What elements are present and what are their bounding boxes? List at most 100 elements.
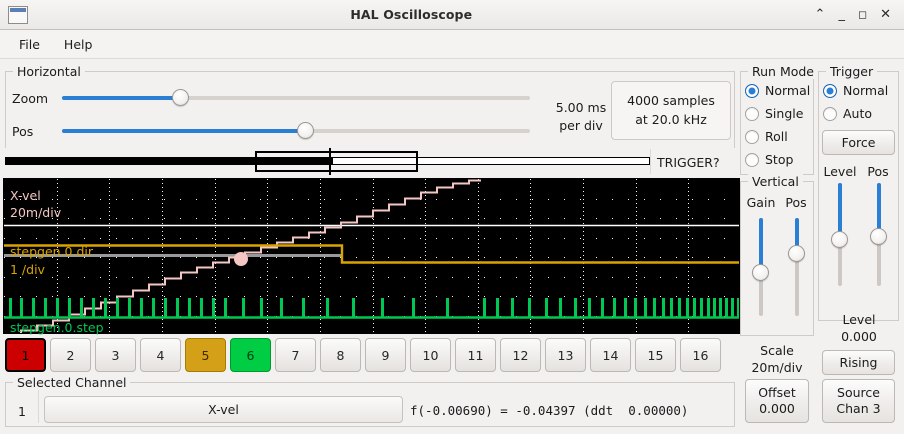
channel-button-2[interactable]: 2	[50, 338, 91, 372]
run-mode-roll-label: Roll	[765, 129, 788, 144]
vertical-pos-knob[interactable]	[788, 245, 805, 262]
minimize-icon[interactable]: _	[838, 7, 845, 22]
overview-captured-region	[5, 157, 332, 165]
run-mode-normal-label: Normal	[765, 83, 811, 98]
selected-channel-number: 1	[18, 404, 26, 419]
trace-stepgen.0.step	[4, 298, 739, 319]
selected-channel-readout: f(-0.00690) = -0.04397 (ddt 0.00000)	[410, 403, 689, 418]
maximize-icon[interactable]: ◻	[857, 8, 868, 21]
channel-button-12[interactable]: 12	[500, 338, 541, 372]
scope-channel-6-name: stepgen.0.step	[10, 320, 104, 335]
channel-button-8[interactable]: 8	[320, 338, 361, 372]
run-mode-normal[interactable]: Normal	[745, 83, 810, 98]
channel-button-11[interactable]: 11	[455, 338, 496, 372]
scope-channel-5-name: stepgen.0.dir	[10, 244, 94, 259]
trigger-auto[interactable]: Auto	[823, 106, 872, 121]
vertical-gain-fill	[759, 218, 763, 272]
vertical-gain-slider[interactable]	[752, 218, 770, 316]
pos-label: Pos	[12, 124, 34, 139]
vertical-gain-knob[interactable]	[752, 264, 769, 281]
channel-button-1[interactable]: 1	[5, 338, 46, 372]
scope-channel-5-scale: 1 /div	[10, 262, 45, 277]
vertical-scale-value: 20m/div	[751, 360, 803, 375]
channel-button-5[interactable]: 5	[185, 338, 226, 372]
radio-dot-icon	[745, 129, 759, 144]
channel-button-9[interactable]: 9	[365, 338, 406, 372]
trigger-group: Trigger	[818, 64, 899, 321]
zoom-slider-fill	[62, 96, 180, 100]
trigger-source-caption: Source	[837, 385, 880, 401]
scope-channel-1-scale: 20m/div	[10, 205, 62, 220]
overview-trigger-tick	[329, 148, 331, 175]
trigger-level-slider[interactable]	[831, 183, 849, 286]
zoom-slider-track[interactable]	[62, 96, 530, 100]
trigger-level-fill	[838, 183, 842, 239]
trigger-edge-button[interactable]: Rising	[822, 350, 895, 375]
channel-button-4[interactable]: 4	[140, 338, 181, 372]
title-bar: HAL Oscilloscope ⌃ _ ◻ ✕	[0, 0, 904, 30]
shade-icon[interactable]: ⌃	[814, 7, 826, 22]
scope-display[interactable]	[3, 178, 740, 334]
radio-dot-icon	[745, 106, 759, 121]
run-mode-stop[interactable]: Stop	[745, 152, 793, 167]
pos-slider-knob[interactable]	[297, 122, 314, 139]
vertical-group: Vertical	[740, 174, 814, 336]
run-mode-single-label: Single	[765, 106, 804, 121]
menu-item-help[interactable]: Help	[63, 36, 93, 52]
overview-remaining-region	[332, 157, 650, 165]
scope-canvas[interactable]	[4, 179, 740, 334]
trigger-source-button[interactable]: Source Chan 3	[822, 379, 895, 423]
zoom-slider[interactable]	[62, 89, 530, 107]
channel-button-14[interactable]: 14	[590, 338, 631, 372]
trigger-level-knob[interactable]	[831, 231, 848, 248]
trigger-pos-slider[interactable]	[870, 183, 888, 286]
force-trigger-button[interactable]: Force	[822, 130, 895, 155]
run-mode-stop-label: Stop	[765, 152, 794, 167]
radio-dot-icon	[745, 152, 759, 167]
channel-button-13[interactable]: 13	[545, 338, 586, 372]
window-title: HAL Oscilloscope	[350, 7, 473, 22]
channel-button-6[interactable]: 6	[230, 338, 271, 372]
overview-divider	[650, 149, 651, 174]
run-mode-single[interactable]: Single	[745, 106, 803, 121]
overview-viewport-handle[interactable]	[255, 151, 418, 172]
radio-dot-icon	[823, 83, 837, 98]
run-mode-roll[interactable]: Roll	[745, 129, 788, 144]
horizontal-overview-bar[interactable]	[5, 148, 735, 175]
vertical-pos-label: Pos	[785, 195, 807, 210]
trigger-group-title: Trigger	[826, 64, 878, 79]
scope-channel-1-name: X-vel	[10, 188, 41, 203]
trigger-auto-label: Auto	[843, 106, 873, 121]
vertical-pos-slider[interactable]	[788, 218, 806, 316]
vertical-pos-track[interactable]	[795, 218, 799, 316]
menu-item-file[interactable]: File	[19, 36, 40, 52]
zoom-label: Zoom	[12, 91, 49, 106]
close-icon[interactable]: ✕	[880, 7, 891, 22]
selected-channel-group-title: Selected Channel	[13, 375, 131, 390]
trigger-pos-knob[interactable]	[870, 228, 887, 245]
vertical-scale-caption: Scale	[760, 343, 794, 358]
run-mode-group: Run Mode	[740, 64, 818, 175]
channel-button-15[interactable]: 15	[635, 338, 676, 372]
pos-slider-fill	[62, 129, 305, 133]
channel-button-16[interactable]: 16	[680, 338, 721, 372]
timebase-readout: 5.00 ms per div	[546, 99, 616, 135]
trigger-pos-fill	[877, 183, 881, 236]
cursor-dot	[234, 252, 248, 266]
trigger-pos-slider-label: Pos	[867, 164, 889, 179]
channel-button-7[interactable]: 7	[275, 338, 316, 372]
vertical-offset-value: 0.000	[759, 401, 795, 416]
trigger-normal[interactable]: Normal	[823, 83, 888, 98]
trigger-status: TRIGGER?	[657, 155, 720, 170]
zoom-slider-knob[interactable]	[172, 89, 189, 106]
channel-button-10[interactable]: 10	[410, 338, 451, 372]
horizontal-group-title: Horizontal	[13, 64, 85, 79]
selected-channel-signal-button[interactable]: X-vel	[44, 396, 403, 423]
pos-slider[interactable]	[62, 122, 530, 140]
window-menu-icon[interactable]	[8, 5, 28, 24]
radio-dot-icon	[745, 83, 759, 98]
channel-button-3[interactable]: 3	[95, 338, 136, 372]
channel-button-row: 1 2 3 4 5 6 7 8 9 10 11 12 13 14 15 16	[5, 338, 721, 372]
vertical-offset-button[interactable]: Offset 0.000	[745, 379, 809, 423]
